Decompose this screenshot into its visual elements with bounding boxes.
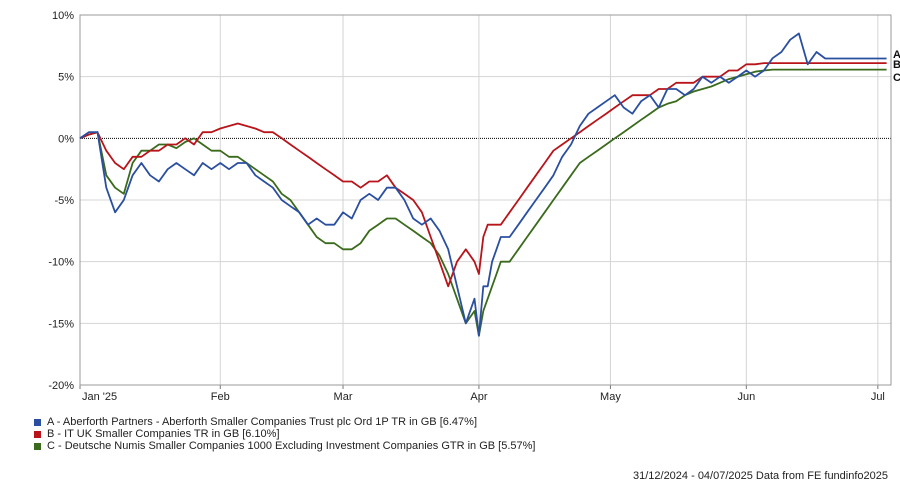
legend-item-b: B - IT UK Smaller Companies TR in GB [6.…: [34, 428, 536, 440]
legend-label-a: A - Aberforth Partners - Aberforth Small…: [47, 416, 477, 428]
x-tick-label: Jun: [737, 391, 755, 403]
plot-area-border: [79, 14, 892, 386]
series-line-c: [79, 68, 887, 337]
x-tick-label: Apr: [470, 391, 487, 403]
footer-source-text: 31/12/2024 - 04/07/2025 Data from FE fun…: [632, 470, 888, 482]
series-end-label-b: B: [893, 59, 900, 71]
legend-label-b: B - IT UK Smaller Companies TR in GB [6.…: [47, 428, 280, 440]
series-end-label-c: C: [893, 72, 900, 84]
x-tick-label: Jul: [871, 391, 885, 403]
x-tick-label: May: [600, 391, 621, 403]
x-tick-label: Jan '25: [82, 391, 117, 403]
legend: A - Aberforth Partners - Aberforth Small…: [34, 416, 536, 452]
legend-label-c: C - Deutsche Numis Smaller Companies 100…: [47, 440, 536, 452]
legend-swatch-b: [34, 430, 41, 438]
series-end-label-a: A: [893, 49, 900, 61]
x-tick-label: Feb: [211, 391, 230, 403]
legend-swatch-a: [34, 418, 41, 426]
series-line-b: [79, 62, 887, 288]
legend-item-c: C - Deutsche Numis Smaller Companies 100…: [34, 440, 536, 452]
legend-swatch-c: [34, 442, 41, 450]
y-tick-label: 0%: [58, 133, 74, 145]
y-tick-label: 5%: [58, 72, 74, 84]
x-tick-label: Mar: [334, 391, 353, 403]
y-tick-label: -10%: [48, 257, 74, 269]
line-chart: 10% 5% 0% -5% -10% -15% -20% Jan '25 Feb Mar Apr Ma…: [48, 10, 900, 403]
series-line-a: [79, 32, 887, 337]
y-tick-label: -5%: [54, 195, 74, 207]
y-tick-label: -20%: [48, 380, 74, 392]
y-tick-label: -15%: [48, 318, 74, 330]
y-tick-label: 10%: [52, 10, 74, 22]
legend-item-a: A - Aberforth Partners - Aberforth Small…: [34, 416, 536, 428]
